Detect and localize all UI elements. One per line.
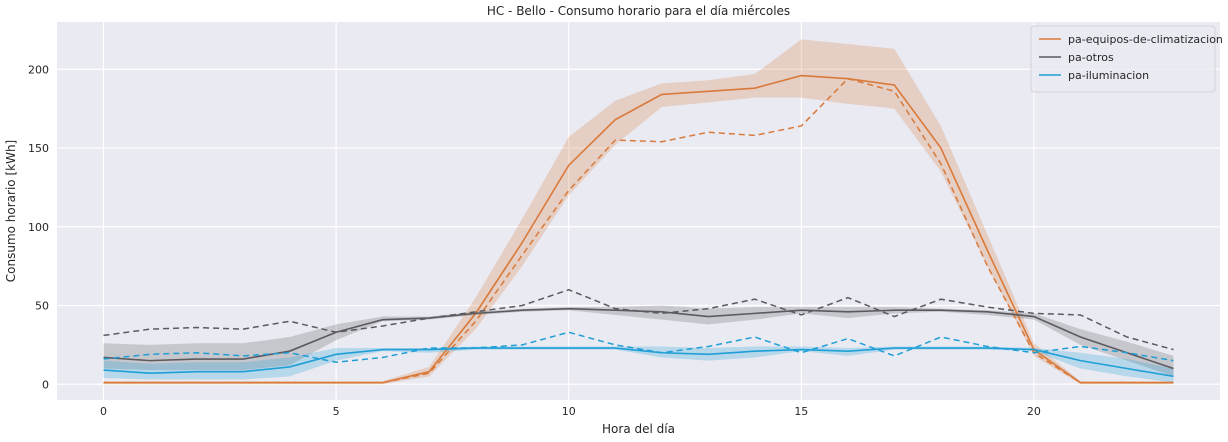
y-tick-label: 200 xyxy=(28,63,49,76)
y-tick-label: 100 xyxy=(28,221,49,234)
legend-label: pa-otros xyxy=(1068,51,1114,64)
series-line xyxy=(103,74,1174,384)
x-tick-labels: 0 5 10 15 20 xyxy=(100,405,1041,418)
grid-lines xyxy=(57,22,1220,400)
y-tick-label: 150 xyxy=(28,142,49,155)
chart-title: HC - Bello - Consumo horario para el día… xyxy=(487,4,790,18)
legend-label: pa-equipos-de-climatizacion xyxy=(1068,33,1223,46)
legend-label: pa-iluminacion xyxy=(1068,69,1149,82)
y-tick-label: 0 xyxy=(42,378,49,391)
legend: pa-equipos-de-climatizacion pa-otros pa-il… xyxy=(1030,25,1223,93)
x-axis-label: Hora del día xyxy=(602,422,675,436)
y-axis-label: Consumo horario [kWh] xyxy=(4,140,18,282)
x-tick-label: 15 xyxy=(794,405,808,418)
y-tick-label: 50 xyxy=(35,300,49,313)
plot-background xyxy=(57,22,1220,400)
series-line xyxy=(103,307,1174,370)
y-tick-labels: 0 50 100 150 200 xyxy=(28,63,49,391)
x-tick-label: 0 xyxy=(100,405,107,418)
x-tick-label: 5 xyxy=(333,405,340,418)
x-tick-label: 10 xyxy=(562,405,576,418)
series-lines xyxy=(103,74,1174,384)
series-line xyxy=(103,347,1174,378)
series-dashed-line xyxy=(103,77,1174,384)
confidence-band xyxy=(103,346,1174,383)
confidence-band xyxy=(103,39,1174,385)
legend-frame xyxy=(1030,25,1216,93)
x-tick-label: 20 xyxy=(1027,405,1041,418)
